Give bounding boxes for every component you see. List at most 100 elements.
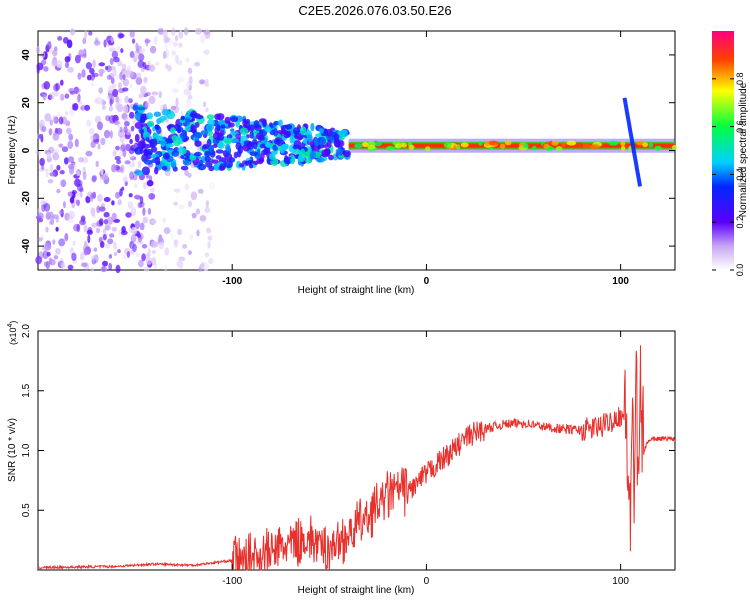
spectrogram-cell (197, 163, 207, 171)
spectrogram-cell (43, 66, 49, 72)
spectrogram-cell (305, 158, 311, 164)
spectrogram-cell (132, 175, 137, 180)
spectrogram-cell (107, 85, 115, 94)
spectrogram-cell (654, 145, 662, 151)
spectrogram-cell (208, 144, 214, 154)
spectrogram-cell (45, 226, 49, 233)
spectrogram-cell (116, 159, 122, 164)
spectrogram-cell (145, 101, 150, 108)
spectrogram-cell (145, 136, 150, 142)
spectrogram-cell (173, 201, 178, 206)
spectrogram-marks (35, 27, 677, 274)
spectrogram-cell (59, 170, 65, 175)
spectrogram-cell (290, 157, 295, 165)
spectrogram-cell (213, 137, 220, 146)
spectrogram-cell (67, 214, 74, 224)
spectrogram-cell (148, 193, 156, 200)
snr-ytick-label: 0.5 (21, 503, 32, 517)
snr-yscale-close: ) (8, 321, 18, 324)
spectrogram-cell (180, 115, 185, 121)
spectrogram-ytick-label: -40 (21, 238, 32, 253)
spectrogram-cell (85, 150, 93, 157)
spectrogram-cell (52, 152, 60, 161)
spectrogram-cell (66, 39, 73, 49)
spectrogram-cell (71, 103, 76, 111)
spectrogram-cell (317, 136, 326, 146)
spectrogram-cell (130, 226, 138, 235)
spectrogram-cell (123, 104, 129, 114)
spectrogram-cell (235, 133, 242, 140)
spectrogram-cell (113, 251, 118, 257)
spectrogram-cell (140, 128, 144, 135)
spectrogram-cell (69, 196, 75, 204)
colorbar-tick-label: 0.6 (735, 120, 745, 133)
spectrogram-cell (224, 137, 233, 143)
snr-xtick-label: 0 (424, 576, 430, 587)
spectrogram-cell (76, 223, 81, 233)
colorbar-ticks: 0.0 0.2 0.4 0.6 0.8 (712, 73, 745, 276)
snr-ylabel: SNR (10 * v/v) (7, 418, 18, 482)
spectrogram-cell (175, 97, 179, 107)
spectrogram-cell (239, 127, 249, 136)
spectrogram-cell (185, 57, 190, 63)
spectrogram-cell (102, 260, 108, 267)
spectrogram-cell (102, 234, 107, 241)
spectrogram-cell (97, 121, 103, 131)
spectrogram-cell (104, 223, 112, 231)
spectrogram-cell (78, 157, 85, 163)
spectrogram-cell (205, 107, 209, 112)
spectrogram-cell (195, 208, 201, 215)
spectrogram-cell (135, 42, 139, 51)
spectrogram-cell (67, 264, 74, 270)
spectrogram-cell (111, 164, 117, 173)
spectrogram-cell (313, 145, 318, 153)
spectrogram-cell (269, 153, 276, 161)
spectrogram-cell (56, 111, 62, 118)
spectrogram-cell (120, 143, 127, 151)
spectrogram-cell (125, 70, 131, 78)
spectrogram-cell (197, 188, 204, 194)
spectrogram-cell (52, 49, 58, 57)
spectrogram-cell (85, 195, 91, 204)
spectrogram-cell (141, 253, 146, 262)
snr-ytick-label: 1.5 (21, 383, 32, 397)
spectrogram-cell (109, 233, 115, 238)
spectrogram-cell (70, 247, 74, 255)
spectrogram-cell (178, 256, 186, 262)
spectrogram-cell (171, 50, 176, 56)
snr-xtick-label: -100 (222, 576, 242, 587)
spectrogram-cell (300, 126, 307, 135)
spectrogram-cell (318, 128, 324, 134)
spectrogram-cell (149, 138, 158, 148)
spectrogram-cell (111, 50, 119, 59)
spectrogram-cell (103, 39, 107, 48)
spectrogram-cell (582, 143, 591, 149)
spectrogram-cell (98, 206, 106, 212)
spectrogram-cell (293, 140, 302, 148)
spectrogram-cell (77, 72, 82, 80)
spectrogram-cell (207, 235, 213, 241)
spectrogram-cell (146, 180, 154, 187)
spectrogram-xlabel: Height of straight line (km) (298, 285, 415, 296)
spectrogram-cell (122, 148, 127, 158)
spectrogram-cell (177, 127, 181, 134)
spectrogram-cell (124, 121, 130, 127)
spectrogram-cell (243, 140, 252, 145)
spectrogram-cell (53, 148, 59, 154)
spectrogram-cell (249, 163, 254, 169)
spectrogram-cell (171, 150, 180, 157)
spectrogram-cell (96, 205, 101, 214)
spectrogram-cell (113, 241, 117, 250)
spectrogram-cell (98, 68, 105, 74)
spectrogram-cell (204, 156, 211, 162)
snr-marks (37, 345, 676, 571)
spectrogram-cell (141, 244, 148, 249)
spectrogram-cell (174, 35, 179, 42)
spectrogram-cell (208, 257, 214, 265)
snr-panel: -100 0 100 0.5 1.0 1.5 2.0 Height of straight … (7, 321, 676, 596)
spectrogram-cell (173, 41, 178, 47)
spectrogram-cell (80, 252, 85, 261)
spectrogram-cell (41, 126, 47, 133)
spectrogram-cell (76, 183, 83, 192)
spectrogram-cell (122, 176, 128, 183)
